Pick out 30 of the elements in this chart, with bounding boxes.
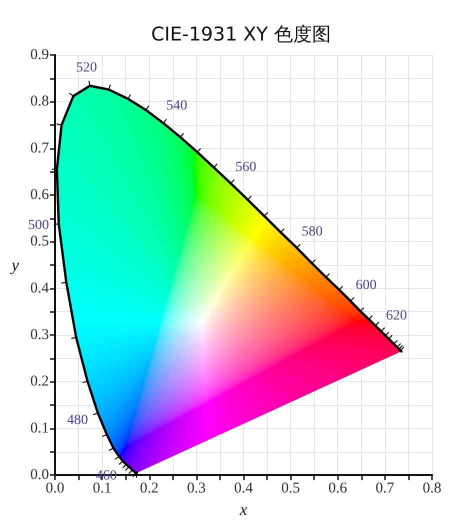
x-tick-label: 0.3 (187, 480, 206, 497)
y-tick-label: 0.3 (30, 327, 49, 344)
annotation: 600 (356, 278, 377, 294)
annotation: 580 (302, 224, 323, 240)
x-tick-label: 0.4 (234, 480, 254, 497)
annotation: 480 (66, 412, 88, 428)
annotation: 500 (28, 218, 49, 234)
y-tick-label: 0.7 (30, 140, 50, 156)
y-tick-label: 0.2 (30, 374, 49, 390)
annotation: 540 (166, 98, 188, 114)
x-tick-label: 0.8 (422, 480, 442, 497)
y-tick-label: 0.5 (30, 234, 49, 250)
y-axis-title: y (9, 256, 20, 275)
annotation: 620 (386, 308, 408, 324)
x-tick-label: 0.7 (376, 480, 395, 497)
chart-title: CIE-1931 XY 色度图 (151, 24, 331, 46)
x-axis-title: x (238, 500, 248, 519)
annotation: 520 (76, 60, 98, 76)
y-tick-label: 0.0 (30, 467, 49, 484)
y-tick-label: 0.1 (30, 420, 49, 436)
y-tick-label: 0.4 (30, 280, 50, 296)
y-tick-label: 0.9 (30, 47, 49, 63)
annotation: 560 (235, 160, 256, 175)
x-tick-label: 0.1 (92, 480, 112, 497)
x-tick-label: 0.0 (46, 480, 64, 497)
y-tick-label: 0.8 (30, 94, 49, 110)
x-tick-label: 0.2 (140, 480, 159, 497)
y-tick-label: 0.6 (30, 187, 50, 204)
x-tick-label: 0.5 (281, 480, 300, 497)
x-tick-label: 0.6 (328, 480, 348, 497)
